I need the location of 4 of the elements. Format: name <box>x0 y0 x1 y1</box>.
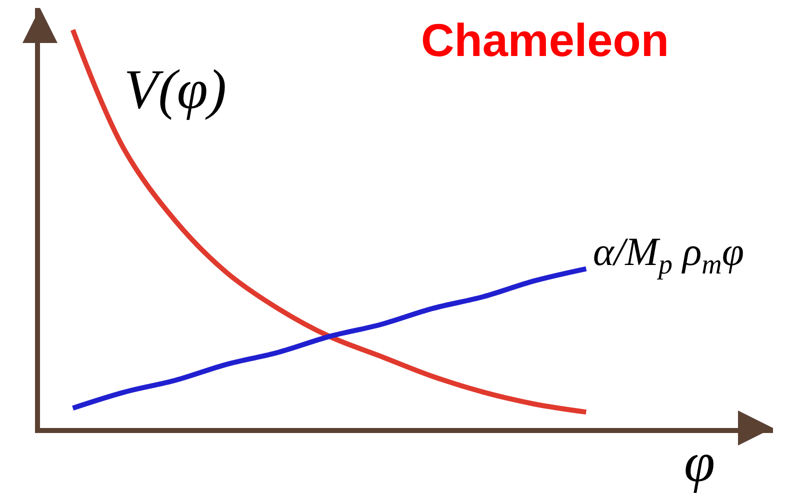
series-label: V(φ) <box>124 59 226 121</box>
x-axis-title: φ <box>684 432 715 493</box>
series-label: α/M$_{p}$ ρ$_{m}$φ <box>593 229 744 280</box>
chart-title: Chameleon <box>421 14 669 66</box>
